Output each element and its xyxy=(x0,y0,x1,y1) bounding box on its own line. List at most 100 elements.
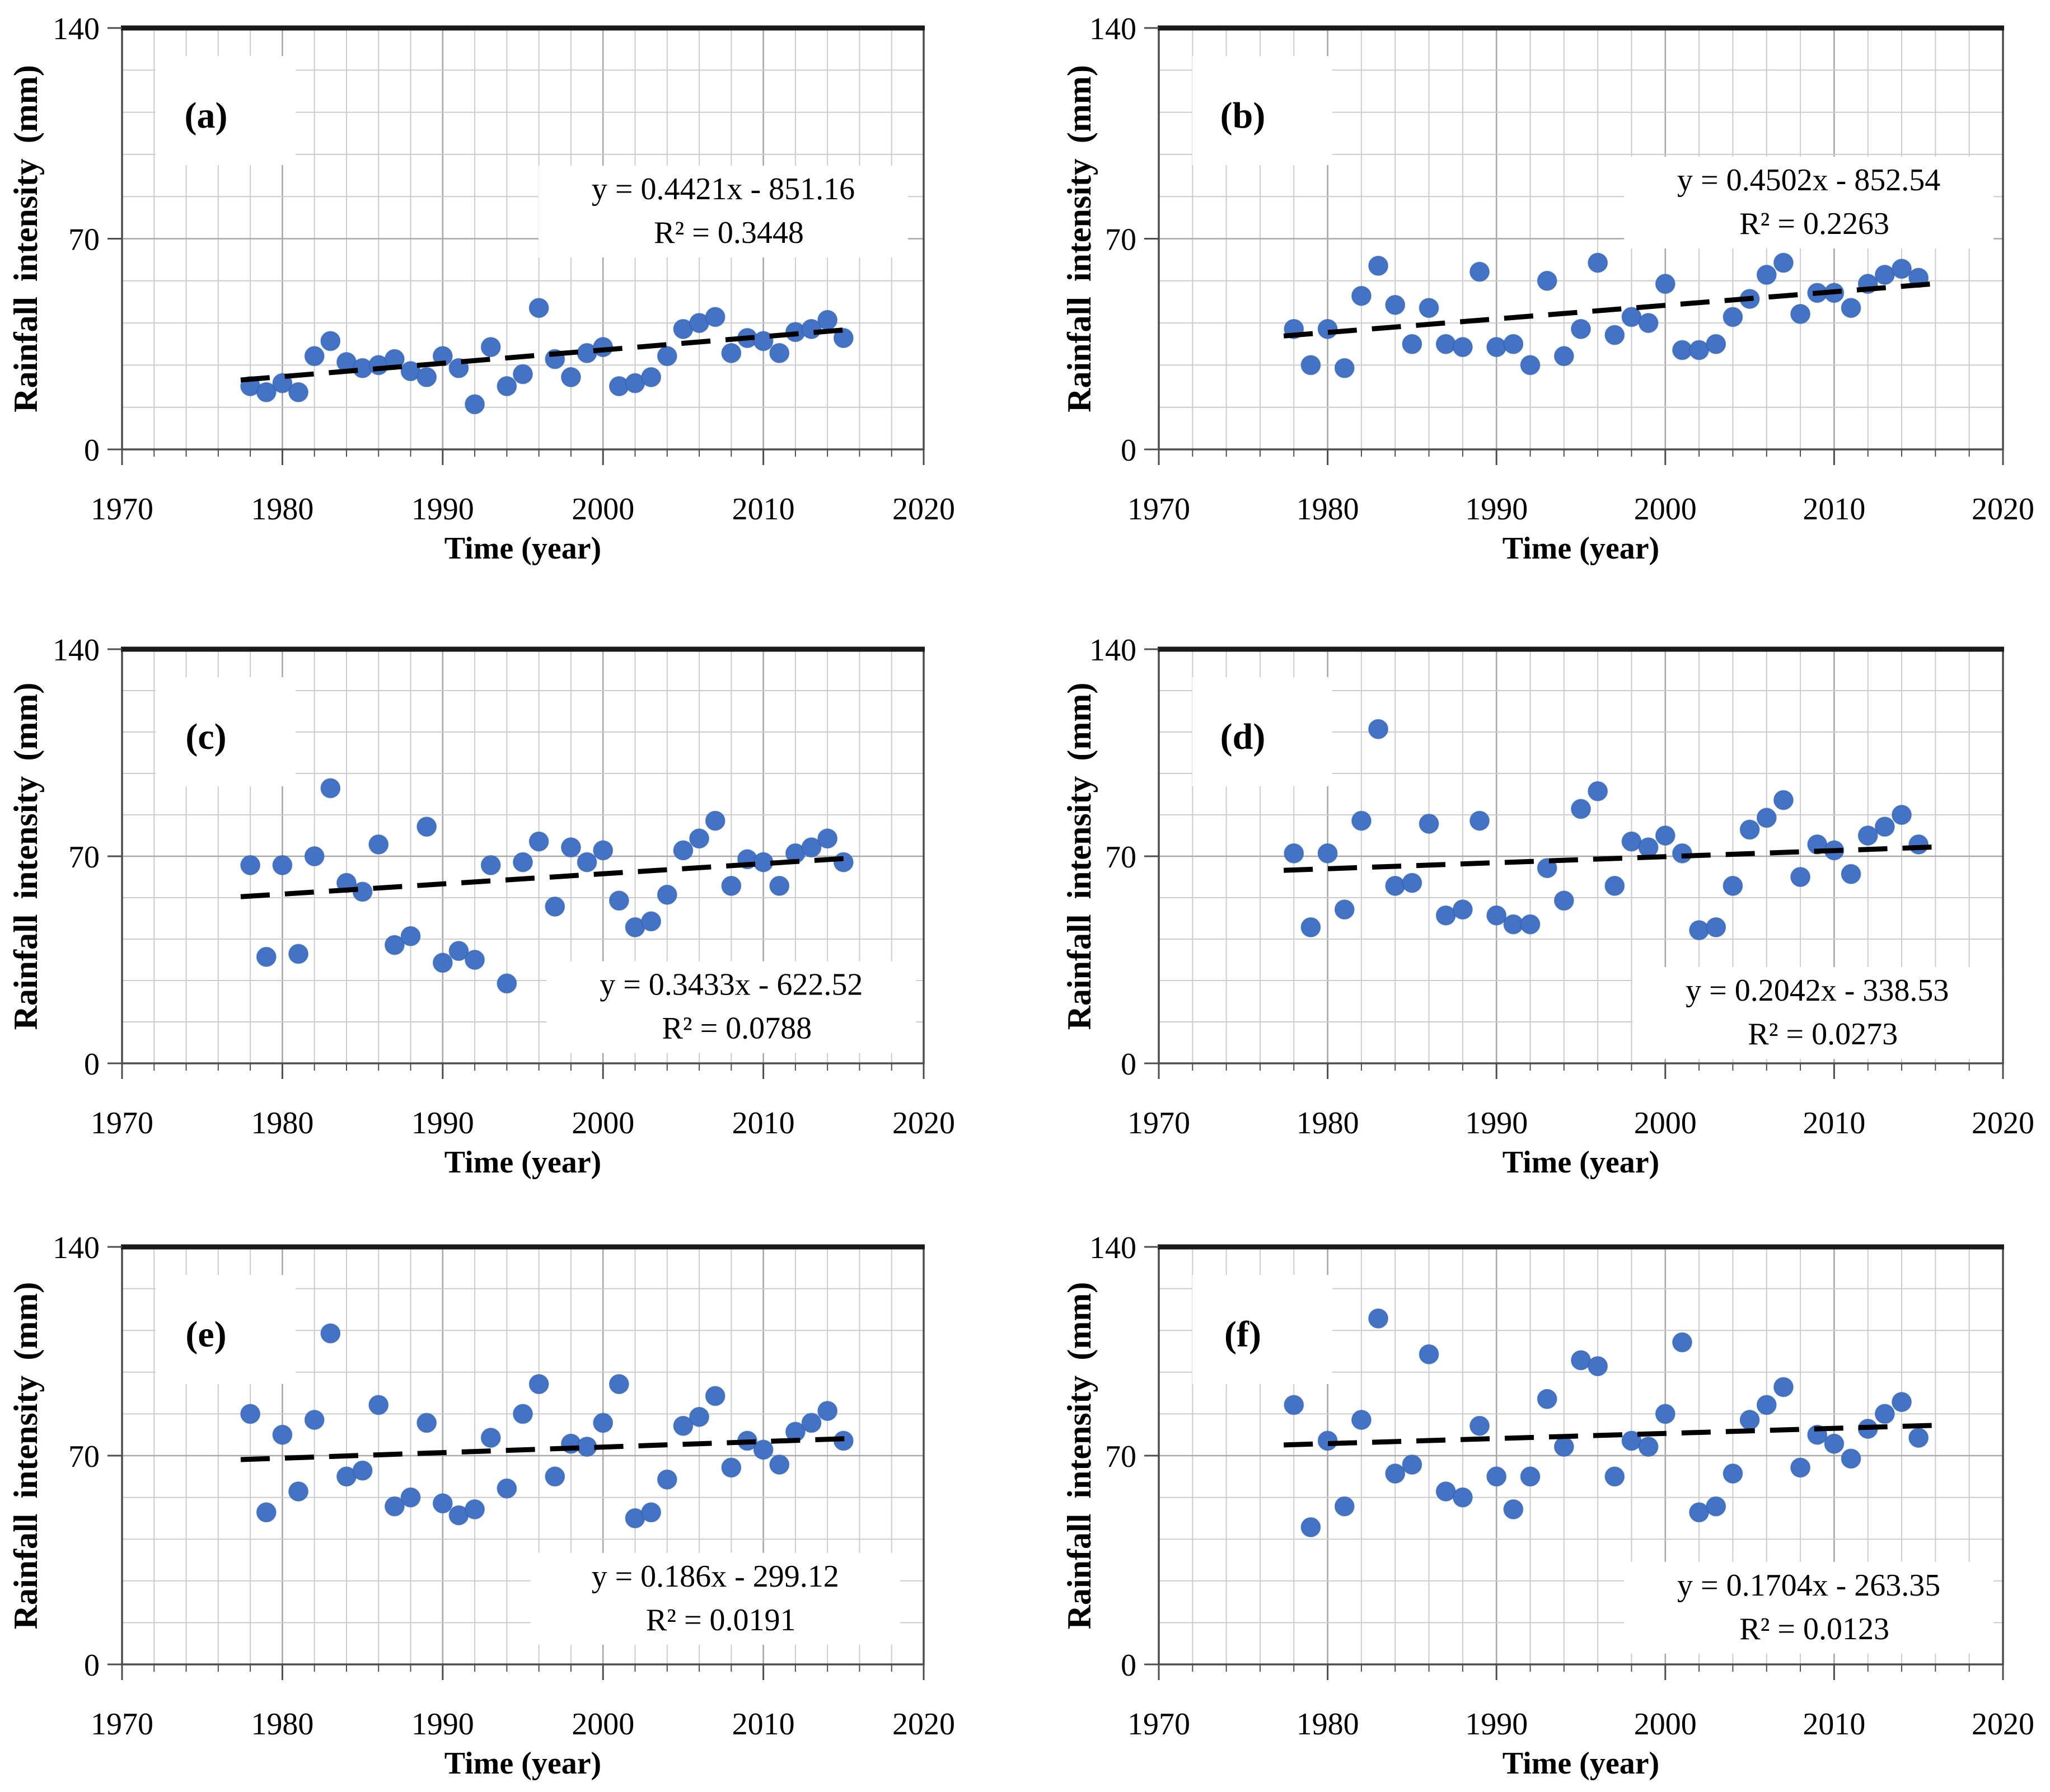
data-point xyxy=(1402,872,1422,893)
data-point xyxy=(1317,318,1338,339)
data-point xyxy=(1520,355,1541,376)
data-point xyxy=(1435,1481,1456,1502)
data-point xyxy=(1537,858,1557,879)
data-point xyxy=(545,896,565,917)
data-point xyxy=(272,1424,293,1445)
data-point xyxy=(1284,1395,1304,1415)
r-squared-value: R² = 0.0191 xyxy=(646,1603,796,1638)
x-axis-tick-label: 2020 xyxy=(1972,1707,2034,1742)
data-point xyxy=(465,1499,485,1519)
data-point xyxy=(641,911,662,932)
data-point xyxy=(384,1496,405,1517)
x-axis-tick-label: 1990 xyxy=(411,1106,474,1141)
data-point xyxy=(641,367,662,387)
data-point xyxy=(384,935,405,955)
data-point xyxy=(1588,1356,1608,1377)
x-axis-tick-label: 2010 xyxy=(1803,1707,1865,1742)
panel-b: (b) y = 0.4502x - 852.54 R² = 0.2263 0 70 140… xyxy=(1024,0,2050,599)
x-axis-tick-label: 2020 xyxy=(892,1106,955,1141)
x-axis-tick-label: 2000 xyxy=(572,1707,634,1742)
data-point xyxy=(1739,819,1760,840)
x-axis-tick-label: 2020 xyxy=(892,492,955,527)
data-point xyxy=(1553,346,1574,367)
data-point xyxy=(432,953,453,973)
data-point xyxy=(1892,259,1912,279)
x-axis-tick-label: 1990 xyxy=(411,1707,474,1742)
data-point xyxy=(256,946,277,967)
data-point xyxy=(705,307,726,327)
data-point xyxy=(1892,805,1912,825)
data-point xyxy=(1419,1344,1439,1364)
data-point xyxy=(240,1404,261,1424)
panel-letter-box xyxy=(156,677,296,786)
y-axis-title: Rainfall intensity (mm) xyxy=(7,1282,44,1630)
r-squared-value: R² = 0.0273 xyxy=(1748,1017,1898,1052)
data-point xyxy=(1419,298,1439,318)
x-axis-tick-label: 2000 xyxy=(1634,1106,1697,1141)
data-point xyxy=(1621,831,1642,852)
scatter-chart-e: (e) y = 0.186x - 299.12 R² = 0.0191 0 70 140 1… xyxy=(0,1198,1024,1792)
data-point xyxy=(657,346,677,367)
x-axis-tick-label: 2020 xyxy=(1972,1106,2034,1141)
x-axis-tick-label: 2000 xyxy=(1634,492,1697,527)
data-point xyxy=(1300,917,1321,937)
scatter-chart-b: (b) y = 0.4502x - 852.54 R² = 0.2263 0 70 140… xyxy=(1024,0,2050,599)
data-point xyxy=(1503,914,1524,935)
data-point xyxy=(833,852,854,872)
data-point xyxy=(304,346,325,367)
data-point xyxy=(1571,318,1591,339)
data-point xyxy=(1385,294,1406,315)
trend-equation: y = 0.186x - 299.12 xyxy=(592,1559,839,1594)
x-axis-tick-label: 1980 xyxy=(1297,1707,1359,1742)
data-point xyxy=(1841,864,1861,884)
data-point xyxy=(1908,834,1929,855)
data-point xyxy=(497,376,517,397)
panel-background xyxy=(1024,1198,2050,1792)
panel-a: (a) y = 0.4421x - 851.16 R² = 0.3448 0 70 140… xyxy=(0,0,1024,599)
trend-line xyxy=(1284,845,1932,873)
panel-letter: (c) xyxy=(185,716,226,757)
data-point xyxy=(1537,1388,1557,1409)
data-point xyxy=(432,1493,453,1514)
r-squared-value: R² = 0.3448 xyxy=(654,215,804,250)
data-point xyxy=(1604,875,1625,896)
data-point xyxy=(1655,1404,1675,1424)
data-point xyxy=(1419,813,1439,834)
data-point xyxy=(272,855,293,875)
data-point xyxy=(1553,890,1574,911)
equation-box xyxy=(1624,156,1994,248)
data-point xyxy=(1469,261,1490,282)
data-point xyxy=(817,828,838,849)
panel-letter-box xyxy=(156,1275,296,1384)
trend-line xyxy=(1284,1423,1932,1448)
x-axis-title: Time (year) xyxy=(444,1145,601,1180)
scatter-chart-d: (d) y = 0.2042x - 338.53 R² = 0.0273 0 70 140… xyxy=(1024,599,2050,1198)
y-axis-tick-label: 0 xyxy=(84,1047,100,1082)
x-axis-tick-label: 2000 xyxy=(1634,1707,1697,1742)
data-point xyxy=(448,941,469,961)
data-point xyxy=(513,852,533,872)
r-squared-value: R² = 0.0788 xyxy=(662,1011,812,1046)
data-point xyxy=(1672,340,1692,360)
data-point xyxy=(657,884,677,905)
panel-d: (d) y = 0.2042x - 338.53 R² = 0.0273 0 70 140… xyxy=(1024,599,2050,1198)
data-point xyxy=(769,343,790,363)
data-point xyxy=(1300,1517,1321,1537)
x-axis-tick-label: 1990 xyxy=(1465,1106,1528,1141)
data-point xyxy=(1402,1454,1422,1475)
x-axis-tick-label: 1980 xyxy=(251,1106,313,1141)
data-point xyxy=(288,944,309,964)
data-point xyxy=(256,1502,277,1523)
data-point xyxy=(1689,340,1710,360)
trend-line xyxy=(240,1436,856,1462)
y-axis-tick-label: 140 xyxy=(1089,12,1136,46)
data-point xyxy=(705,1386,726,1406)
data-point xyxy=(256,382,277,402)
data-point xyxy=(593,1413,614,1433)
data-point xyxy=(304,846,325,866)
x-axis-tick-label: 2010 xyxy=(732,1106,795,1141)
x-axis-title: Time (year) xyxy=(1503,1746,1659,1781)
data-point xyxy=(320,331,341,351)
trend-equation: y = 0.1704x - 263.35 xyxy=(1677,1568,1940,1603)
data-point xyxy=(1503,1499,1524,1519)
